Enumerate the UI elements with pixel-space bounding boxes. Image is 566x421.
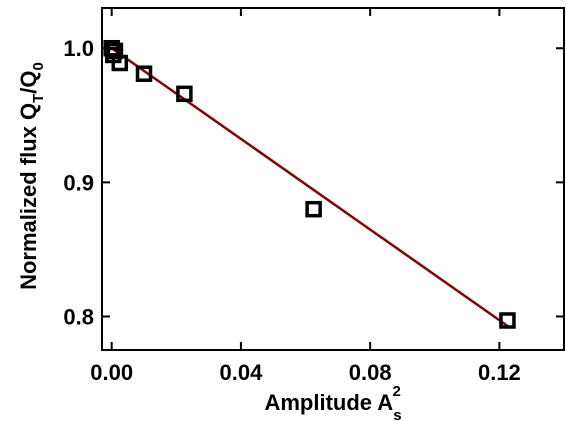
x-axis-title: Amplitude As2: [264, 383, 401, 421]
fit-line: [110, 47, 509, 327]
y-tick-label: 1.0: [63, 36, 94, 61]
fit-line-group: [110, 47, 509, 327]
data-point-marker: [499, 312, 516, 329]
y-tick-label: 0.8: [63, 304, 94, 329]
plot-frame: [101, 7, 565, 351]
x-tick-labels: 0.00 0.04 0.08 0.12: [90, 360, 521, 385]
x-tick-label: 0.08: [349, 360, 392, 385]
axis-ticks: [102, 8, 564, 350]
y-axis-title: Normalized flux QT/Q0: [16, 62, 47, 290]
y-tick-label: 0.9: [63, 170, 94, 195]
data-point-marker: [176, 85, 193, 103]
x-tick-label: 0.04: [220, 360, 264, 385]
x-tick-label: 0.00: [90, 360, 133, 385]
x-tick-label: 0.12: [478, 360, 521, 385]
data-points: [103, 39, 516, 329]
data-point-marker: [111, 54, 129, 72]
y-tick-labels: 0.8 0.9 1.0: [63, 36, 94, 329]
data-point-marker: [135, 65, 153, 82]
data-point-marker: [305, 200, 322, 218]
